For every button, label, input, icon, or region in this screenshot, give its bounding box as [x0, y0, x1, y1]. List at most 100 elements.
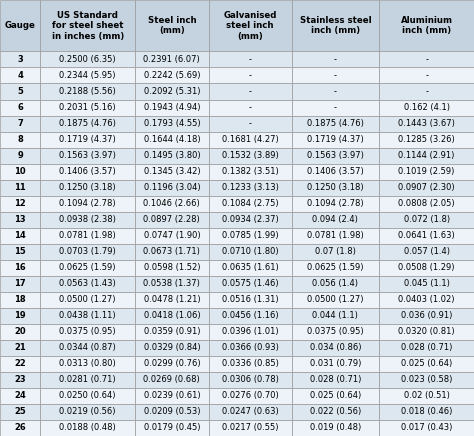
Text: 0.025 (0.64): 0.025 (0.64) [401, 359, 452, 368]
Bar [135, 308, 209, 324]
Bar [135, 0, 209, 51]
Text: Galvanised
steel inch
(mm): Galvanised steel inch (mm) [223, 11, 277, 41]
Text: -: - [248, 71, 252, 80]
Bar [135, 51, 209, 68]
Text: 0.028 (0.71): 0.028 (0.71) [401, 344, 452, 352]
Text: 0.1719 (4.37): 0.1719 (4.37) [307, 135, 364, 144]
Text: 0.0396 (1.01): 0.0396 (1.01) [222, 327, 278, 336]
Bar [0, 164, 40, 180]
Text: 0.0575 (1.46): 0.0575 (1.46) [222, 279, 278, 288]
Bar [0, 244, 40, 260]
Bar [292, 260, 379, 276]
Text: 0.0329 (0.84): 0.0329 (0.84) [144, 344, 200, 352]
Bar [292, 148, 379, 164]
Bar [40, 0, 135, 51]
Text: 22: 22 [14, 359, 26, 368]
Bar [135, 99, 209, 116]
Bar [0, 132, 40, 147]
Text: 7: 7 [17, 119, 23, 128]
Bar [40, 212, 135, 228]
Text: -: - [425, 87, 428, 96]
Text: 0.2092 (5.31): 0.2092 (5.31) [144, 87, 200, 96]
Bar [379, 51, 474, 68]
Bar [40, 292, 135, 308]
Bar [292, 132, 379, 147]
Bar [135, 420, 209, 436]
Text: 0.162 (4.1): 0.162 (4.1) [403, 103, 450, 112]
Text: 0.0635 (1.61): 0.0635 (1.61) [222, 263, 278, 272]
Bar [0, 276, 40, 292]
Text: 0.0625 (1.59): 0.0625 (1.59) [59, 263, 116, 272]
Bar [379, 148, 474, 164]
Bar [135, 116, 209, 132]
Text: -: - [248, 55, 252, 64]
Bar [292, 0, 379, 51]
Text: 0.0269 (0.68): 0.0269 (0.68) [144, 375, 200, 385]
Text: 0.0320 (0.81): 0.0320 (0.81) [398, 327, 455, 336]
Text: -: - [248, 87, 252, 96]
Text: 0.094 (2.4): 0.094 (2.4) [312, 215, 358, 224]
Text: 0.022 (0.56): 0.022 (0.56) [310, 408, 361, 416]
Text: 0.0703 (1.79): 0.0703 (1.79) [59, 247, 116, 256]
Text: 0.0375 (0.95): 0.0375 (0.95) [59, 327, 116, 336]
Bar [0, 356, 40, 372]
Bar [40, 372, 135, 388]
Text: 11: 11 [14, 183, 26, 192]
Text: 0.0247 (0.63): 0.0247 (0.63) [222, 408, 278, 416]
Text: 0.0366 (0.93): 0.0366 (0.93) [222, 344, 278, 352]
Text: 0.0276 (0.70): 0.0276 (0.70) [222, 392, 278, 400]
Text: 0.0500 (1.27): 0.0500 (1.27) [307, 295, 364, 304]
Text: 0.0478 (1.21): 0.0478 (1.21) [144, 295, 200, 304]
Bar [40, 51, 135, 68]
Bar [40, 308, 135, 324]
Text: 0.0508 (1.29): 0.0508 (1.29) [398, 263, 455, 272]
Bar [379, 84, 474, 99]
Text: 0.1563 (3.97): 0.1563 (3.97) [59, 151, 116, 160]
Text: 0.1094 (2.78): 0.1094 (2.78) [307, 199, 364, 208]
Text: 12: 12 [14, 199, 26, 208]
Text: 0.017 (0.43): 0.017 (0.43) [401, 423, 452, 433]
Bar [0, 99, 40, 116]
Bar [292, 308, 379, 324]
Text: -: - [334, 103, 337, 112]
Text: 6: 6 [17, 103, 23, 112]
Text: 0.0299 (0.76): 0.0299 (0.76) [144, 359, 200, 368]
Bar [135, 148, 209, 164]
Text: 0.0209 (0.53): 0.0209 (0.53) [144, 408, 200, 416]
Bar [292, 212, 379, 228]
Text: 19: 19 [14, 311, 26, 320]
Text: 0.0179 (0.45): 0.0179 (0.45) [144, 423, 200, 433]
Text: 0.0375 (0.95): 0.0375 (0.95) [307, 327, 364, 336]
Text: 0.1285 (3.26): 0.1285 (3.26) [398, 135, 455, 144]
Text: 0.2188 (5.56): 0.2188 (5.56) [59, 87, 116, 96]
Bar [379, 372, 474, 388]
Bar [209, 356, 292, 372]
Text: 0.1094 (2.78): 0.1094 (2.78) [59, 199, 116, 208]
Bar [0, 260, 40, 276]
Bar [135, 276, 209, 292]
Text: 0.034 (0.86): 0.034 (0.86) [310, 344, 361, 352]
Bar [379, 404, 474, 420]
Text: 0.0641 (1.63): 0.0641 (1.63) [398, 231, 455, 240]
Bar [292, 164, 379, 180]
Bar [292, 228, 379, 244]
Bar [209, 68, 292, 83]
Text: 0.036 (0.91): 0.036 (0.91) [401, 311, 452, 320]
Bar [135, 324, 209, 340]
Text: -: - [248, 103, 252, 112]
Bar [209, 260, 292, 276]
Bar [0, 68, 40, 83]
Text: 0.1793 (4.55): 0.1793 (4.55) [144, 119, 200, 128]
Bar [40, 404, 135, 420]
Text: 0.0313 (0.80): 0.0313 (0.80) [59, 359, 116, 368]
Text: -: - [334, 55, 337, 64]
Bar [379, 388, 474, 404]
Bar [379, 356, 474, 372]
Bar [135, 164, 209, 180]
Bar [0, 340, 40, 356]
Bar [209, 212, 292, 228]
Text: 0.1875 (4.76): 0.1875 (4.76) [59, 119, 116, 128]
Bar [292, 84, 379, 99]
Text: 0.018 (0.46): 0.018 (0.46) [401, 408, 452, 416]
Bar [135, 356, 209, 372]
